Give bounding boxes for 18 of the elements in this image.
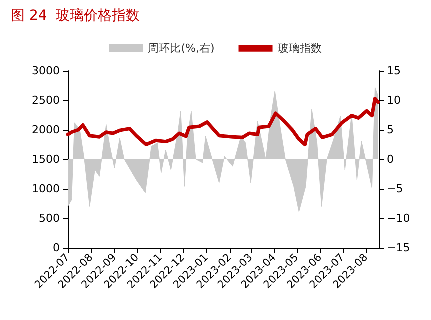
- legend-label: 玻璃指数: [278, 42, 322, 55]
- y2-tick-label: 10: [387, 94, 401, 107]
- line-series: [66, 96, 380, 146]
- y-tick-label: 0: [53, 242, 60, 254]
- y-tick-label: 500: [39, 212, 60, 225]
- y2-tick-label: 5: [387, 124, 394, 136]
- y2-tick-label: −10: [387, 212, 410, 225]
- y-tick-label: 2500: [32, 94, 60, 107]
- chart-title: 图 24 玻璃价格指数: [11, 8, 140, 24]
- y-tick-label: 2000: [32, 124, 60, 136]
- y-tick-label: 1500: [32, 153, 60, 166]
- y-tick-label: 1000: [32, 182, 60, 196]
- y2-tick-label: 15: [387, 64, 401, 78]
- y2-tick-label: −15: [387, 242, 410, 254]
- y2-tick-label: −5: [387, 182, 404, 196]
- legend-label: 周环比(%,右): [148, 42, 215, 55]
- y2-tick-label: 0: [387, 153, 394, 166]
- y-tick-label: 3000: [32, 64, 60, 78]
